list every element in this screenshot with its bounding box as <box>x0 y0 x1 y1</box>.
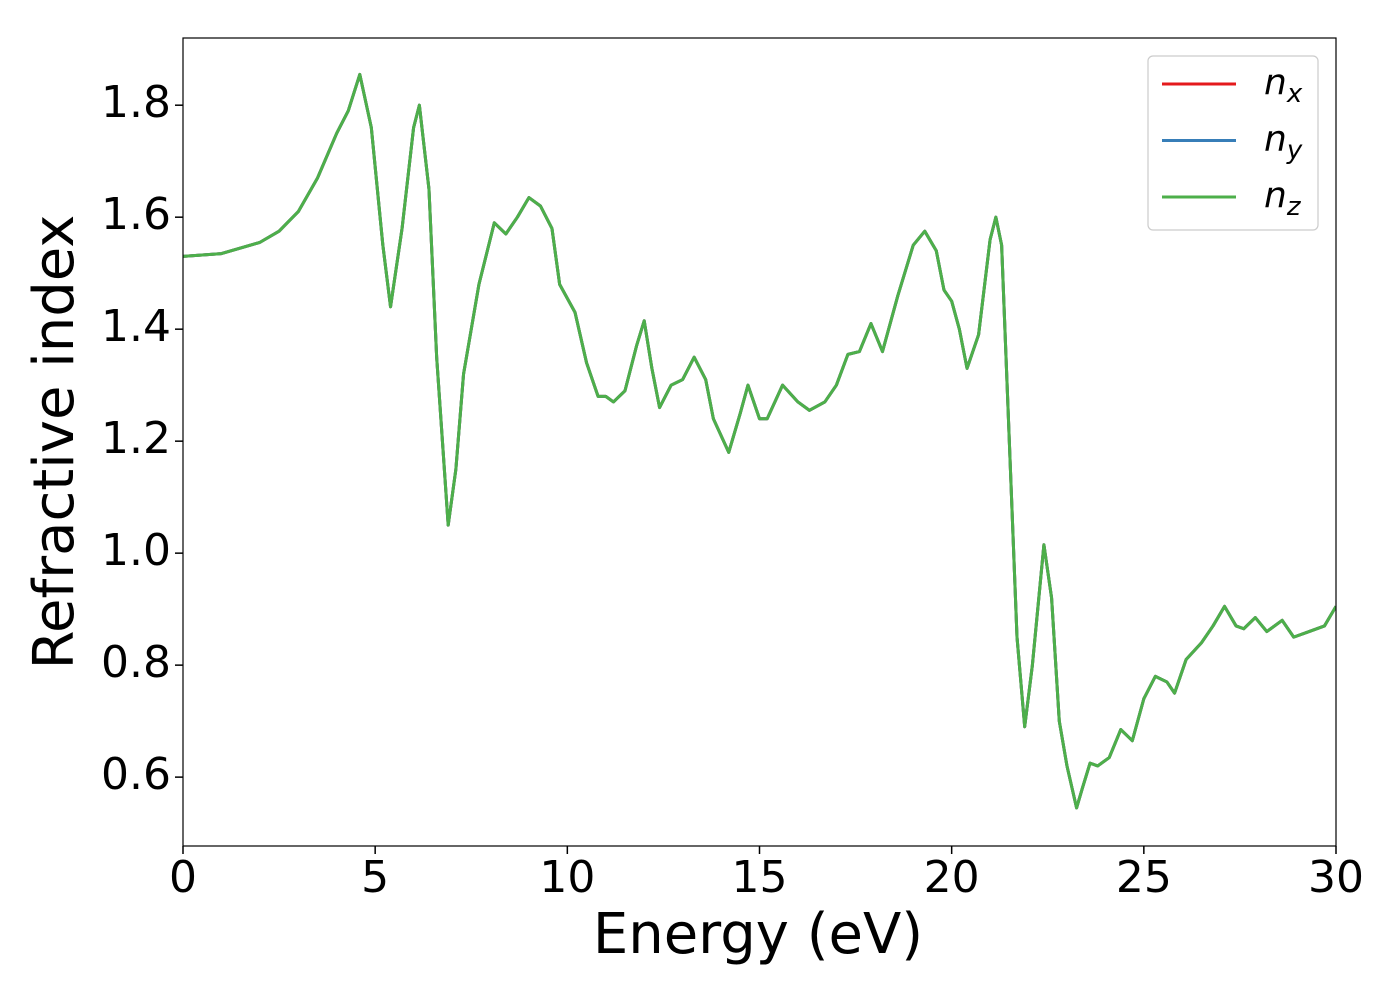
y-tick-label: 1.8 <box>101 77 171 128</box>
plot-frame <box>182 37 1337 847</box>
x-tick-label: 5 <box>361 852 389 903</box>
x-tick-label: 20 <box>924 852 980 903</box>
plot-lines <box>183 72 1336 810</box>
x-tick-label: 10 <box>539 852 595 903</box>
legend-box <box>1147 55 1319 231</box>
x-axis-label: Energy (eV) <box>593 902 923 967</box>
y-tick-label: 0.6 <box>101 749 171 800</box>
line-series <box>183 72 1336 810</box>
legend-label: nx <box>1264 62 1303 109</box>
x-tick-label: 30 <box>1308 852 1364 903</box>
y-tick-label: 1.0 <box>101 525 171 576</box>
y-tick-label: 1.6 <box>101 189 171 240</box>
x-tick-label: 0 <box>169 852 197 903</box>
legend-label: nz <box>1264 175 1302 222</box>
x-tick-label: 15 <box>732 852 788 903</box>
y-tick-label: 1.4 <box>101 301 171 352</box>
x-tick-label: 25 <box>1116 852 1172 903</box>
y-axis-label: Refractive index <box>22 215 87 670</box>
legend-label: ny <box>1264 119 1303 166</box>
y-tick-label: 1.2 <box>101 413 171 464</box>
y-tick-label: 0.8 <box>101 637 171 688</box>
